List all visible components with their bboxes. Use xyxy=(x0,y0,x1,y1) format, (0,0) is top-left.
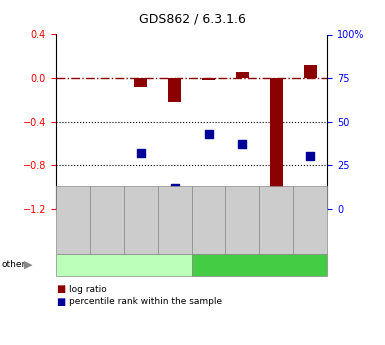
Text: GSM19178: GSM19178 xyxy=(176,211,182,251)
Text: GSM19179: GSM19179 xyxy=(210,211,216,251)
Text: ▶: ▶ xyxy=(23,260,32,270)
Text: GSM19182: GSM19182 xyxy=(312,211,318,251)
Text: other: other xyxy=(2,260,26,269)
Text: GDS862 / 6.3.1.6: GDS862 / 6.3.1.6 xyxy=(139,12,246,25)
Bar xyxy=(236,71,249,78)
Text: log ratio: log ratio xyxy=(69,285,107,294)
Point xyxy=(171,185,177,190)
Point xyxy=(137,150,144,156)
Bar xyxy=(270,78,283,189)
Text: ■: ■ xyxy=(56,297,65,307)
Point xyxy=(273,203,280,208)
Text: GSM19181: GSM19181 xyxy=(278,211,284,251)
Point xyxy=(206,131,212,137)
Text: GSM19175: GSM19175 xyxy=(74,211,80,251)
Text: GSM19176: GSM19176 xyxy=(109,211,114,251)
Bar xyxy=(202,78,215,80)
Point xyxy=(307,154,313,159)
Text: GSM19180: GSM19180 xyxy=(244,211,250,251)
Point xyxy=(239,141,246,147)
Text: ■: ■ xyxy=(56,284,65,294)
Bar xyxy=(303,65,317,78)
Text: GSM19177: GSM19177 xyxy=(142,211,148,251)
Bar xyxy=(134,78,147,87)
Text: GH-treated male: GH-treated male xyxy=(219,260,300,270)
Bar xyxy=(168,78,181,102)
Text: female: female xyxy=(107,260,141,270)
Text: percentile rank within the sample: percentile rank within the sample xyxy=(69,297,223,306)
